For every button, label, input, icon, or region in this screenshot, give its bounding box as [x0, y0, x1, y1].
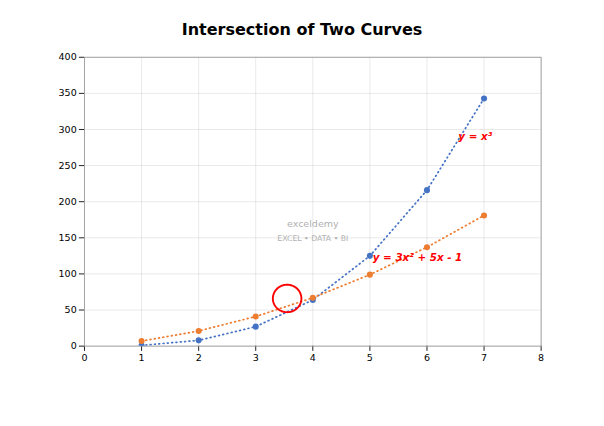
- svg-text:exceldemy: exceldemy: [287, 218, 339, 229]
- svg-text:150: 150: [59, 232, 77, 243]
- svg-text:8: 8: [538, 352, 544, 363]
- svg-text:5: 5: [367, 352, 373, 363]
- html-text:Intersection of Two Curves: Intersection of Two Curves: [181, 20, 423, 39]
- svg-text:350: 350: [59, 87, 77, 98]
- svg-text:6: 6: [424, 352, 430, 363]
- svg-text:7: 7: [481, 352, 487, 363]
- svg-text:200: 200: [59, 196, 77, 207]
- svg-text:4: 4: [310, 352, 316, 363]
- svg-text:250: 250: [59, 160, 77, 171]
- svg-text:1: 1: [139, 352, 145, 363]
- svg-text:y = 3x² + 5x - 1: y = 3x² + 5x - 1: [373, 251, 463, 263]
- svg-text:300: 300: [59, 124, 77, 135]
- svg-text:0: 0: [81, 352, 87, 363]
- svg-text:3: 3: [253, 352, 259, 363]
- svg-text:50: 50: [65, 304, 77, 315]
- svg-text:2: 2: [196, 352, 202, 363]
- svg-text:400: 400: [59, 51, 77, 62]
- svg-text:0: 0: [71, 340, 77, 351]
- svg-text:y = x³: y = x³: [458, 130, 492, 142]
- svg-text:100: 100: [59, 268, 77, 279]
- svg-text:EXCEL • DATA • BI: EXCEL • DATA • BI: [277, 234, 348, 243]
